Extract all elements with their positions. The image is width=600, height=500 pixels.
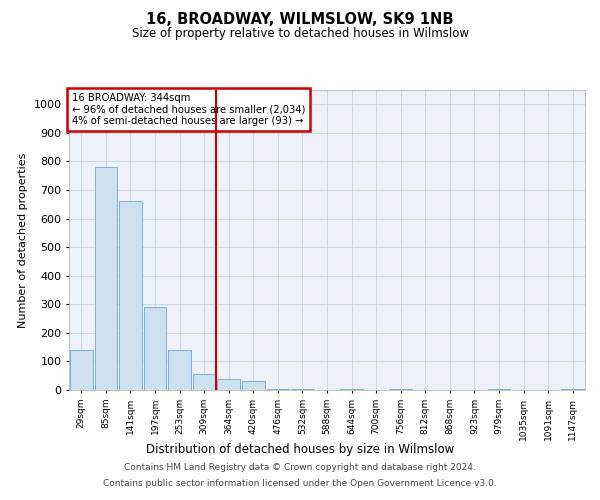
Bar: [119, 202, 142, 390]
Text: 16 BROADWAY: 344sqm
← 96% of detached houses are smaller (2,034)
4% of semi-deta: 16 BROADWAY: 344sqm ← 96% of detached ho…: [71, 93, 305, 126]
Bar: [70, 350, 92, 390]
Bar: [389, 388, 412, 390]
Bar: [340, 388, 363, 390]
Bar: [291, 388, 314, 390]
Text: Contains public sector information licensed under the Open Government Licence v3: Contains public sector information licen…: [103, 478, 497, 488]
Text: Contains HM Land Registry data © Crown copyright and database right 2024.: Contains HM Land Registry data © Crown c…: [124, 464, 476, 472]
Bar: [266, 388, 289, 390]
Bar: [168, 350, 191, 390]
Bar: [242, 382, 265, 390]
Bar: [488, 388, 511, 390]
Bar: [217, 378, 240, 390]
Bar: [143, 307, 166, 390]
Bar: [562, 388, 584, 390]
Bar: [95, 167, 117, 390]
Text: Size of property relative to detached houses in Wilmslow: Size of property relative to detached ho…: [131, 28, 469, 40]
Text: Distribution of detached houses by size in Wilmslow: Distribution of detached houses by size …: [146, 442, 454, 456]
Y-axis label: Number of detached properties: Number of detached properties: [18, 152, 28, 328]
Text: 16, BROADWAY, WILMSLOW, SK9 1NB: 16, BROADWAY, WILMSLOW, SK9 1NB: [146, 12, 454, 28]
Bar: [193, 374, 215, 390]
